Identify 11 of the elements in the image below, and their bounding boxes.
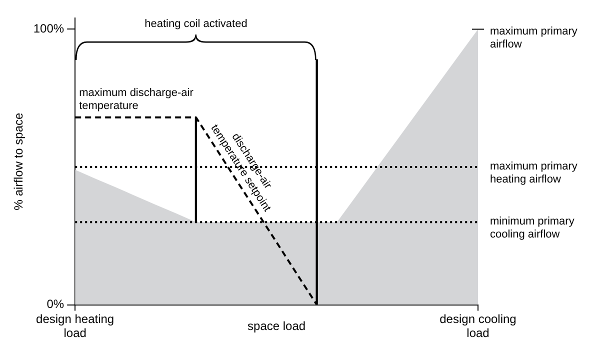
y-axis-title: % airflow to space [12,112,26,210]
ref-line-label: maximum primary heating airflow [490,160,578,186]
annotation: maximum primary airflow [490,25,578,50]
x-tick-label: design cooling load [438,312,518,340]
x-tick-label: design heating load [35,312,116,340]
ref-line-label: minimum primary cooling airflow [490,216,575,241]
x-axis-title: space load [248,319,306,334]
y-tick-label: 100% [33,22,64,36]
annotation: maximum discharge-air temperature [79,86,194,112]
y-tick-label: 0% [46,297,64,312]
annotation: heating coil activated [144,18,248,30]
